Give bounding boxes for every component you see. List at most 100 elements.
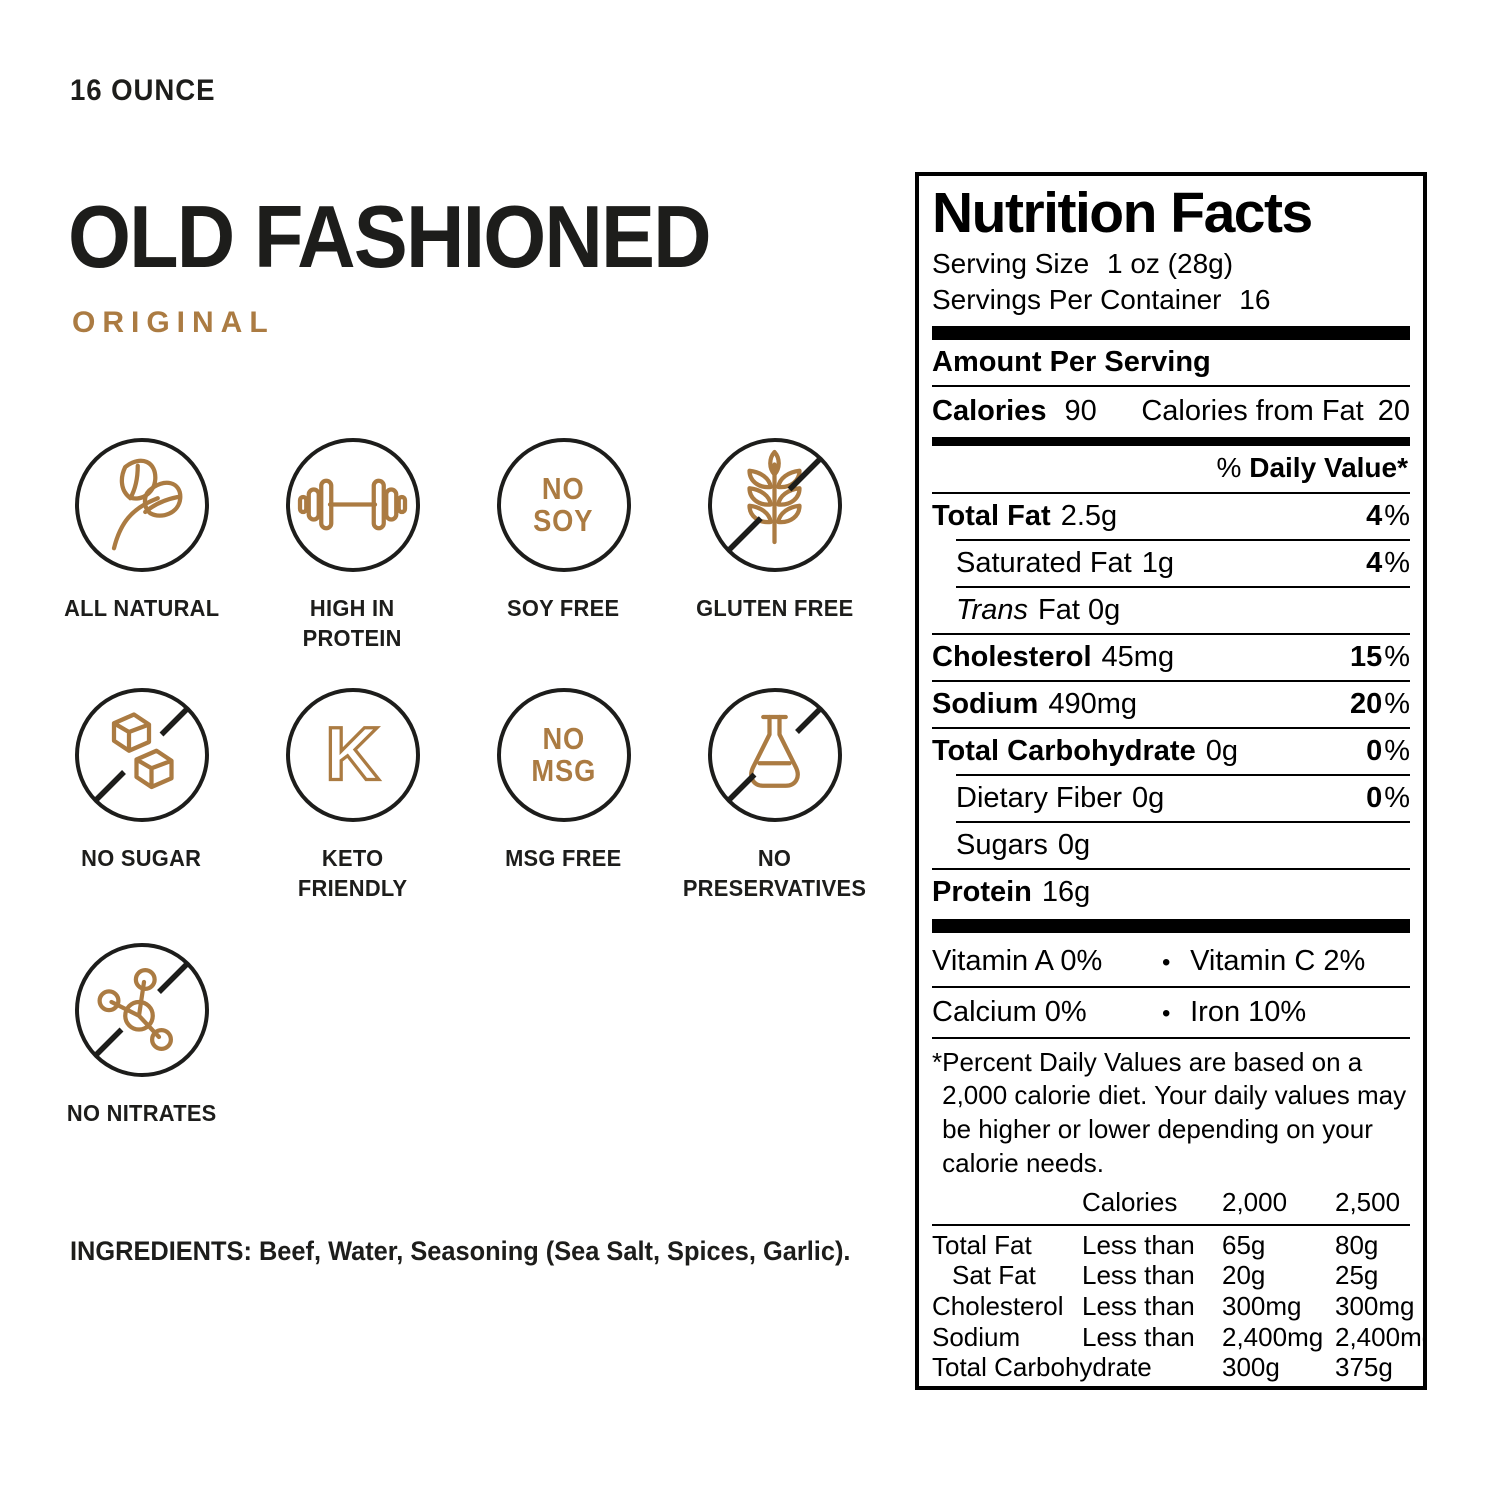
nutrient-label: Cholesterol	[932, 640, 1092, 673]
ref-label: Total Carbohydrate	[932, 1352, 1152, 1383]
icon-text-line2: MSG	[531, 753, 596, 788]
vitamin-a: Vitamin A 0%	[932, 944, 1103, 977]
nutrient-row-trans-fat: Trans Fat 0g	[956, 585, 1410, 633]
ref-header-2000: 2,000	[1222, 1186, 1288, 1217]
badge-label-line2: FRIENDLY	[297, 874, 408, 901]
daily-value-footnote: * Percent Daily Values are based on a 2,…	[932, 1039, 1410, 1183]
nutrient-label: Sugars	[956, 828, 1048, 861]
sugar-slash-icon	[74, 688, 209, 822]
calories-row: Calories 90 Calories from Fat 20	[932, 387, 1410, 437]
calories-label: Calories	[932, 394, 1047, 427]
ref-cond: Less than	[1082, 1321, 1195, 1352]
servings-value: 16	[1239, 284, 1271, 316]
daily-value-header: % Daily Value*	[932, 446, 1410, 494]
badge-label: SOY FREE	[507, 595, 620, 621]
serving-size-label: Serving Size	[932, 247, 1090, 279]
vitamin-row-1: Vitamin A 0% • Vitamin C 2%	[932, 937, 1410, 986]
badge-label: MSG FREE	[505, 845, 622, 871]
servings-per-container-row: Servings Per Container 16	[932, 282, 1410, 318]
nutrient-amount: 0g	[1057, 828, 1091, 861]
nutrient-amount: Fat 0g	[1037, 593, 1121, 626]
ref-row-dietary-fiber: Dietary Fiber 25g 30g	[932, 1383, 1410, 1386]
nutrient-dv: 0	[1366, 734, 1383, 767]
ref-cond	[1082, 1383, 1222, 1386]
ref-row-sodium: Sodium Less than 2,400mg 2,400mg	[932, 1321, 1423, 1353]
percent-sign: %	[1384, 640, 1410, 673]
nutrient-label: Protein	[932, 875, 1032, 908]
calories-value: 90	[1064, 394, 1097, 427]
badge-msg-free: NO MSG MSG FREE	[458, 688, 669, 904]
ref-cond: Less than	[1082, 1260, 1195, 1291]
nutrient-amount: 1g	[1141, 546, 1174, 579]
ref-v2000: 300mg	[1222, 1291, 1302, 1322]
badge-label: KETO	[321, 845, 384, 871]
nutrient-dv: 15	[1349, 640, 1383, 673]
calcium: Calcium 0%	[932, 995, 1087, 1028]
nutrient-amount: 16g	[1041, 875, 1091, 908]
nutrient-row-protein: Protein 16g	[932, 867, 1410, 915]
nutrient-amount: 0g	[1132, 781, 1165, 814]
dumbbell-icon	[285, 438, 420, 572]
nutrient-row-dietary-fiber: Dietary Fiber 0g 0 %	[956, 773, 1410, 821]
nutrient-row-total-fat: Total Fat 2.5g 4 %	[932, 494, 1410, 539]
ingredients-line: INGREDIENTS: Beef, Water, Seasoning (Sea…	[70, 1236, 850, 1267]
badge-no-sugar: NO SUGAR	[36, 688, 247, 904]
ref-row-total-carbohydrate: Total Carbohydrate 300g 375g	[932, 1352, 1410, 1383]
badge-label: NO SUGAR	[81, 845, 202, 871]
ref-label: Sat Fat	[952, 1260, 1036, 1291]
servings-label: Servings Per Container	[932, 284, 1222, 316]
ref-v2000: 2,400mg	[1222, 1321, 1324, 1352]
vitamins-block: Vitamin A 0% • Vitamin C 2% Calcium 0% •…	[932, 937, 1410, 1039]
nutrient-label: Dietary Fiber	[956, 781, 1122, 814]
badge-gluten-free: GLUTEN FREE	[669, 438, 880, 654]
nutrient-row-saturated-fat: Saturated Fat 1g 4 %	[956, 538, 1410, 586]
bullet-separator: •	[1162, 948, 1171, 976]
ref-v2000: 300g	[1222, 1352, 1280, 1383]
badge-keto: K KETO FRIENDLY	[247, 688, 458, 904]
ref-v2000: 65g	[1222, 1229, 1266, 1260]
serving-size-value: 1 oz (28g)	[1106, 247, 1234, 279]
badge-all-natural: ALL NATURAL	[36, 438, 247, 654]
badge-soy-free: NO SOY SOY FREE	[458, 438, 669, 654]
product-subtitle: ORIGINAL	[72, 306, 275, 339]
ref-label: Sodium	[932, 1321, 1021, 1352]
ref-label: Cholesterol	[932, 1291, 1064, 1322]
nutrient-amount: 45mg	[1101, 640, 1175, 673]
product-title: OLD FASHIONED	[68, 187, 712, 286]
percent-sign: %	[1384, 546, 1410, 579]
badge-no-nitrates: NO NITRATES	[36, 943, 247, 1129]
badge-label: HIGH IN	[310, 595, 395, 621]
icon-text-line1: NO	[542, 721, 585, 757]
nutrient-row-total-carbohydrate: Total Carbohydrate 0g 0 %	[932, 726, 1410, 774]
wheat-slash-icon	[707, 438, 842, 572]
nutrient-row-cholesterol: Cholesterol 45mg 15 %	[932, 632, 1410, 680]
nutrient-dv: 4	[1366, 499, 1383, 532]
amount-per-serving: Amount Per Serving	[932, 340, 1410, 387]
leaf-icon	[74, 438, 209, 572]
nutrient-row-sugars: Sugars 0g	[956, 820, 1410, 868]
divider-thick-bar	[932, 436, 1410, 446]
ref-v2500: 25g	[1335, 1260, 1379, 1291]
keto-k-icon: K	[285, 688, 420, 822]
nutrient-row-sodium: Sodium 490mg 20 %	[932, 679, 1410, 727]
calories-from-fat-value: 20	[1377, 394, 1410, 427]
ref-header-2500: 2,500	[1335, 1186, 1401, 1217]
nutrient-label: Total Fat	[932, 499, 1051, 532]
ingredients-text: Beef, Water, Seasoning (Sea Salt, Spices…	[258, 1236, 851, 1266]
badge-row-2: NO SUGAR K KETO FRIENDLY NO MSG MSG FREE	[36, 688, 880, 904]
ref-header-calories: Calories	[1082, 1186, 1178, 1217]
no-msg-icon: NO MSG	[496, 688, 631, 822]
badge-no-preservatives: NO PRESERVATIVES	[669, 688, 880, 904]
serving-size-row: Serving Size 1 oz (28g)	[932, 246, 1410, 282]
ref-v2000: 20g	[1222, 1260, 1266, 1291]
ref-label: Dietary Fiber	[932, 1383, 1101, 1386]
badge-row-3: NO NITRATES	[36, 943, 880, 1129]
percent-sign: %	[1384, 781, 1410, 814]
nutrient-dv: 0	[1366, 781, 1383, 814]
icon-text-line1: NO	[542, 471, 585, 507]
ref-row-sat-fat: Sat Fat Less than 20g 25g	[932, 1260, 1410, 1291]
ref-v2500: 2,400mg	[1335, 1321, 1427, 1352]
molecule-slash-icon	[74, 943, 209, 1077]
net-weight: 16 OUNCE	[70, 74, 216, 107]
